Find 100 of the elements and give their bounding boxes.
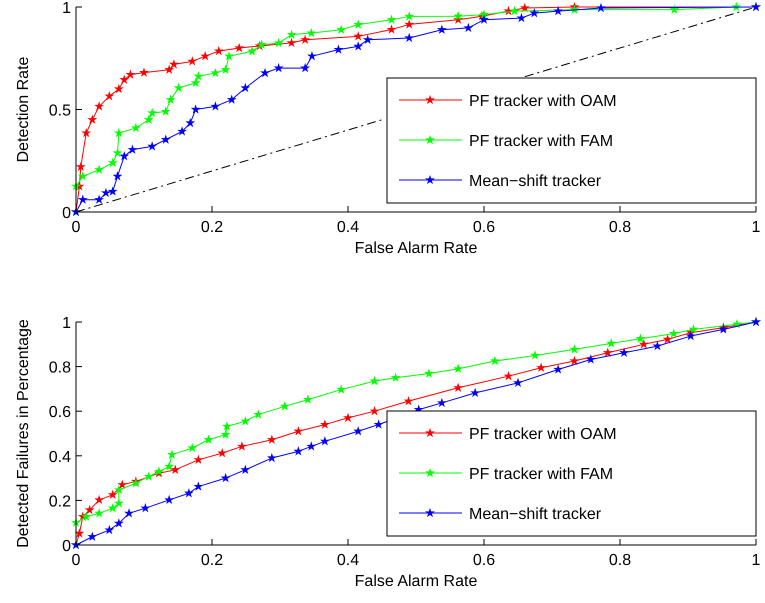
point	[210, 68, 220, 78]
point	[160, 134, 171, 144]
x-tick-label: 0.4	[336, 219, 360, 236]
point	[185, 118, 196, 128]
point	[669, 4, 680, 14]
point	[293, 446, 304, 456]
point	[253, 409, 264, 419]
y-tick-label: 0.5	[48, 102, 72, 120]
point	[353, 426, 364, 436]
point	[570, 356, 580, 366]
point	[602, 348, 613, 357]
point	[114, 484, 124, 494]
point	[240, 82, 250, 92]
point	[404, 32, 414, 42]
point	[530, 350, 540, 360]
y-tick-label: 1	[62, 0, 72, 17]
point	[170, 464, 180, 474]
point	[513, 378, 523, 388]
point	[638, 339, 649, 348]
point	[108, 503, 118, 512]
point	[160, 106, 171, 116]
point	[293, 426, 304, 436]
point	[147, 108, 158, 118]
point	[119, 74, 130, 84]
point	[112, 171, 122, 181]
point	[343, 412, 353, 422]
point	[436, 398, 447, 408]
point	[169, 59, 179, 69]
point	[362, 34, 373, 44]
point	[130, 122, 141, 132]
y-tick-label: 0	[62, 205, 72, 222]
point	[226, 94, 237, 104]
point	[187, 442, 198, 452]
x-tick-label: 1	[752, 552, 761, 569]
point	[536, 362, 546, 372]
point	[529, 8, 540, 18]
point	[404, 396, 414, 406]
point	[553, 6, 564, 16]
point	[300, 34, 310, 44]
point	[240, 416, 250, 426]
point	[353, 31, 364, 40]
point	[94, 194, 104, 204]
point	[220, 472, 231, 482]
legend-label: PF tracker with FAM	[469, 466, 614, 483]
point	[334, 44, 344, 54]
point	[193, 71, 204, 80]
point	[353, 19, 364, 29]
point	[668, 328, 679, 338]
point	[220, 429, 231, 439]
point	[688, 324, 698, 334]
y-tick-label: 0.2	[48, 493, 72, 510]
y-tick-label: 0	[62, 538, 72, 555]
x-tick-label: 0.4	[336, 552, 360, 569]
point	[300, 62, 310, 72]
point	[204, 434, 214, 444]
point	[166, 94, 176, 104]
point	[586, 354, 596, 364]
point	[81, 128, 92, 138]
point	[114, 518, 124, 528]
point	[234, 42, 244, 52]
x-tick-label: 0.6	[472, 552, 496, 569]
point	[274, 62, 284, 72]
point	[112, 148, 122, 158]
x-tick-label: 0.8	[608, 219, 632, 236]
y-tick-label: 1	[62, 315, 72, 332]
point	[78, 194, 88, 204]
point	[144, 114, 154, 124]
point	[237, 441, 247, 451]
point	[596, 2, 606, 12]
legend-label: PF tracker with OAM	[469, 93, 617, 110]
legend-label: PF tracker with FAM	[469, 133, 614, 150]
y-tick-label: 0.8	[48, 360, 72, 377]
point	[174, 82, 184, 92]
point	[404, 11, 414, 21]
point	[606, 338, 616, 348]
point	[424, 368, 434, 378]
point	[224, 51, 234, 60]
point	[184, 488, 194, 498]
point	[190, 104, 201, 114]
point	[336, 24, 346, 34]
point	[619, 348, 629, 357]
point	[504, 371, 514, 380]
point	[635, 334, 646, 343]
point	[94, 508, 104, 518]
point	[144, 471, 154, 481]
legend-label: Mean−shift tracker	[469, 506, 602, 523]
point	[164, 461, 174, 471]
point	[286, 30, 296, 39]
point	[200, 51, 210, 60]
point	[463, 22, 474, 32]
point	[124, 508, 134, 518]
point	[94, 494, 104, 504]
point	[266, 452, 277, 462]
point	[87, 114, 98, 124]
point	[662, 334, 673, 344]
point	[479, 14, 489, 24]
point	[104, 524, 114, 534]
point	[510, 6, 520, 16]
point	[94, 164, 104, 174]
legend-label: Mean−shift tracker	[469, 173, 602, 190]
